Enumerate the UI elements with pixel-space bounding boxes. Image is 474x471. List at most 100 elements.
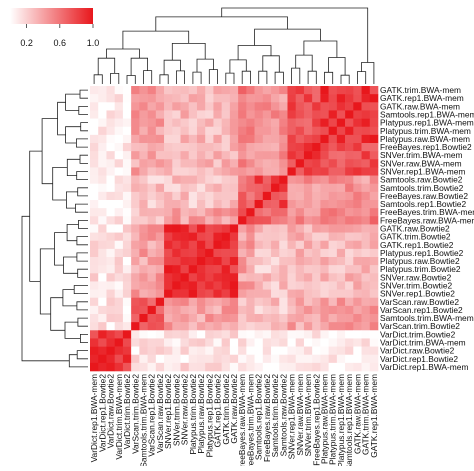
heatmap-cell	[188, 257, 198, 266]
heatmap-cell	[361, 338, 371, 347]
heatmap-cell	[279, 248, 288, 258]
heatmap-cell	[320, 200, 329, 209]
heatmap-cell	[106, 191, 115, 201]
heatmap-cell	[328, 167, 338, 176]
heatmap-cell	[139, 94, 148, 103]
heatmap-cell	[221, 314, 231, 323]
heatmap-cell	[147, 216, 157, 225]
heatmap-cell	[279, 216, 288, 225]
heatmap-cell	[361, 265, 371, 274]
heatmap-cell	[155, 305, 165, 315]
heatmap-cell	[361, 102, 371, 111]
heatmap-cell	[221, 265, 231, 274]
heatmap-cell	[369, 314, 379, 323]
heatmap-cell	[229, 224, 239, 233]
heatmap-cell	[361, 159, 371, 168]
heatmap-cell	[287, 167, 297, 176]
heatmap-cell	[213, 314, 222, 323]
row-dendrogram-branch	[79, 154, 88, 164]
heatmap-cell	[361, 289, 371, 299]
heatmap-cell	[147, 191, 157, 201]
heatmap-cell	[196, 208, 206, 217]
heatmap-cell	[139, 216, 148, 225]
row-dendrogram-branch	[76, 236, 88, 246]
heatmap-cell	[90, 338, 99, 347]
heatmap-cell	[369, 159, 379, 168]
heatmap-cell	[336, 86, 346, 95]
heatmap-cell	[254, 338, 264, 347]
heatmap-cell	[114, 314, 124, 323]
heatmap-cell	[213, 159, 222, 168]
heatmap-cell	[98, 322, 107, 331]
heatmap-cell	[139, 314, 148, 323]
heatmap-cell	[205, 314, 214, 323]
heatmap-cell	[131, 102, 140, 111]
heatmap-cell	[139, 191, 148, 201]
heatmap-cell	[353, 297, 362, 307]
heatmap-cell	[353, 314, 362, 323]
heatmap-cell	[312, 143, 321, 152]
heatmap-cell	[271, 338, 280, 347]
heatmap-cell	[106, 297, 115, 307]
heatmap-cell	[229, 151, 239, 160]
heatmap-cell	[345, 175, 354, 185]
heatmap-cell	[271, 354, 280, 364]
heatmap-cell	[361, 183, 371, 193]
heatmap-cell	[312, 305, 321, 315]
heatmap-cell	[320, 265, 329, 274]
heatmap-cell	[303, 338, 313, 347]
heatmap-cell	[155, 167, 165, 176]
heatmap-cell	[213, 86, 222, 95]
heatmap-cell	[155, 86, 165, 95]
heatmap-cell	[172, 167, 181, 176]
heatmap-cell	[131, 208, 140, 217]
column-dendrogram-branch	[225, 72, 235, 84]
heatmap-cell	[90, 134, 99, 144]
heatmap-cell	[295, 314, 305, 323]
heatmap-cell	[246, 94, 255, 103]
heatmap-cell	[295, 265, 305, 274]
heatmap-cell	[279, 151, 288, 160]
heatmap-cell	[221, 151, 231, 160]
heatmap-cell	[114, 248, 124, 258]
heatmap-cell	[345, 346, 354, 356]
heatmap-cell	[172, 257, 181, 266]
heatmap-cell	[98, 86, 107, 95]
heatmap-cell	[229, 216, 239, 225]
heatmap-cell	[336, 134, 346, 144]
column-dendrogram-branch	[97, 57, 116, 75]
heatmap-cell	[164, 200, 173, 209]
heatmap-cell	[196, 354, 206, 364]
heatmap-cell	[131, 167, 140, 176]
heatmap-cell	[353, 338, 362, 347]
heatmap-cell	[188, 346, 198, 356]
row-label: SNVer.rep1.Bowtie2	[380, 289, 455, 299]
heatmap-cell	[353, 322, 362, 331]
heatmap-cell	[106, 94, 115, 103]
heatmap-cell	[229, 240, 239, 250]
heatmap-cell	[254, 297, 264, 307]
heatmap-cell	[221, 143, 231, 152]
heatmap-cell	[114, 240, 124, 250]
heatmap-cell	[361, 134, 371, 144]
heatmap-cell	[312, 232, 321, 242]
heatmap-cell	[246, 289, 255, 299]
heatmap-cell	[369, 240, 379, 250]
heatmap-cell	[312, 281, 321, 290]
heatmap-cell	[246, 240, 255, 250]
heatmap-cell	[262, 330, 272, 339]
heatmap-cell	[188, 191, 198, 201]
heatmap-cell	[279, 354, 288, 364]
row-label: VarDict.trim.Bowtie2	[380, 329, 456, 339]
heatmap-cell	[180, 159, 190, 168]
column-dendrogram-branch	[295, 54, 313, 72]
heatmap-cell	[287, 86, 297, 95]
heatmap-cell	[147, 118, 157, 128]
heatmap-cell	[90, 281, 99, 290]
heatmap-cell	[106, 240, 115, 250]
row-dendrogram-branch	[65, 126, 81, 144]
heatmap-cell	[131, 297, 140, 307]
heatmap-cell	[114, 110, 124, 119]
heatmap-cell	[114, 151, 124, 160]
heatmap-cell	[122, 94, 132, 103]
